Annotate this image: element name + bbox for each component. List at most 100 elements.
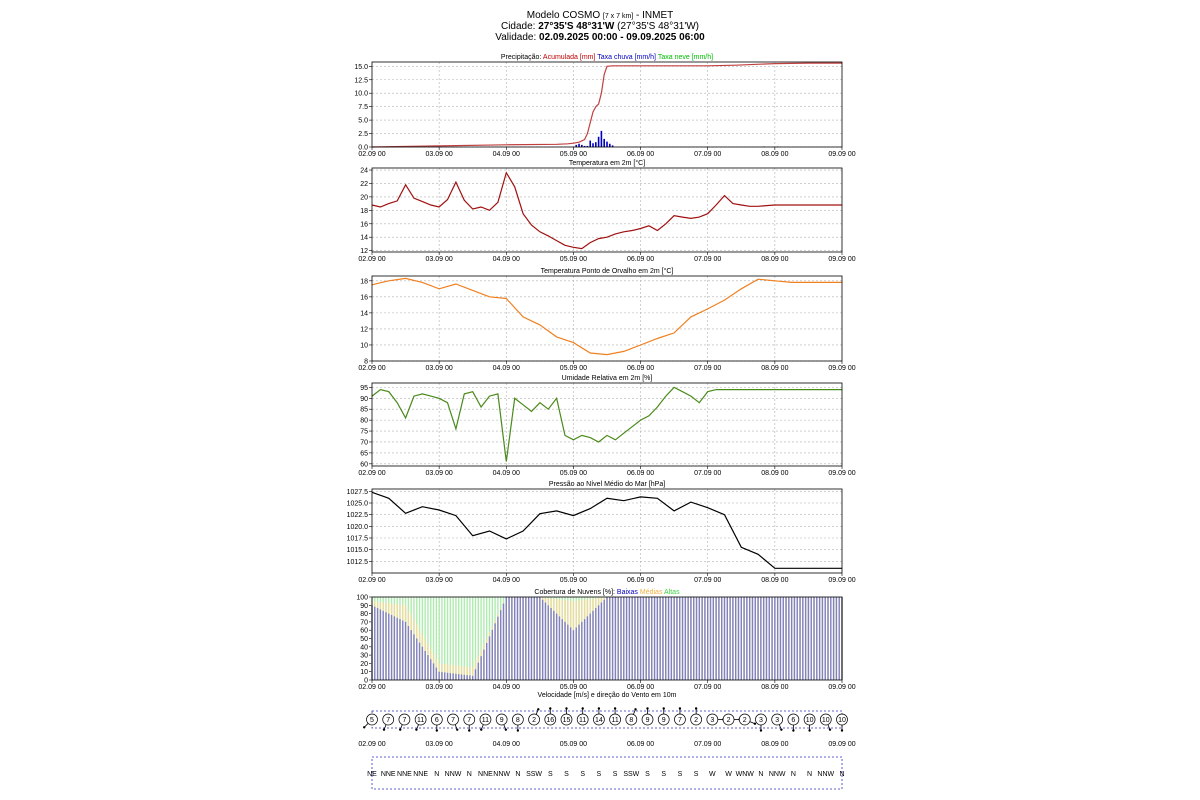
cloud-bar-baixas	[460, 674, 463, 680]
x-tick-label: 05.09 00	[560, 151, 587, 158]
cloud-bar-baixas	[541, 599, 544, 680]
cloud-bar-baixas	[804, 597, 807, 680]
cloud-bar-baixas	[385, 612, 387, 680]
cloud-bar-baixas	[416, 638, 418, 680]
wind-direction-label: NNE	[478, 771, 493, 778]
wind-direction-label: NNW	[769, 771, 786, 778]
y-tick-label: 12	[360, 248, 368, 255]
cloud-bar-baixas	[578, 624, 580, 680]
wind-speed-label: 6	[435, 717, 439, 724]
cloud-bar-altas	[435, 597, 438, 680]
cloud-bar-baixas	[639, 597, 642, 680]
pressure-title: Pressão ao Nível Médio do Mar [hPa]	[549, 481, 665, 488]
wind-direction-label: S	[597, 771, 602, 778]
cloud-bar-baixas	[483, 649, 485, 680]
dew-frame	[371, 275, 843, 362]
cloud-bar-baixas	[810, 597, 812, 680]
wind-speed-circle	[755, 713, 767, 726]
cloud-bar-altas	[466, 597, 468, 680]
cloud-bar-baixas	[628, 597, 631, 680]
wind-speed-label: 15	[563, 717, 571, 724]
cloud-bar-baixas	[751, 597, 754, 680]
wind-direction-label: S	[613, 771, 618, 778]
wind-direction-box	[371, 756, 843, 790]
cloud-bar-baixas	[656, 597, 659, 680]
wind-direction-tip	[565, 707, 568, 710]
temp-panel: Temperatura em 2m [°C] 12 14 16 18 20 22 24 02.0…	[358, 159, 855, 263]
wind-x-tick-label: 04.09 00	[493, 741, 520, 748]
wind-x-tick-label: 06.09 00	[627, 741, 654, 748]
rh-series-line	[371, 386, 842, 462]
cloud-bar-baixas	[472, 675, 474, 680]
pressure-frame	[371, 488, 843, 574]
wind-speed-label: 10	[806, 717, 814, 724]
x-tick-label: 02.09 00	[358, 365, 385, 372]
wind-direction-label: S	[694, 771, 699, 778]
cloud-bar-baixas	[665, 597, 667, 680]
x-tick-label: 07.09 00	[694, 365, 721, 372]
clouds-frame	[371, 596, 843, 681]
cloud-bar-baixas	[734, 597, 737, 680]
wind-speed-label: 9	[662, 717, 666, 724]
cloud-bar-baixas	[693, 597, 695, 680]
wind-speed-circle	[690, 713, 702, 726]
clouds-title-part: Cobertura de Nuvens [%]:	[534, 589, 615, 596]
cloud-bar-baixas	[452, 673, 454, 680]
cloud-bar-baixas	[642, 597, 645, 680]
x-tick-label: 06.09 00	[627, 256, 654, 263]
cloud-bar-médias	[458, 665, 460, 680]
cloud-bar-altas	[477, 597, 480, 680]
cloud-bar-baixas	[623, 597, 625, 680]
y-tick-label: 1020.0	[347, 524, 369, 531]
rain-rate-bar	[595, 142, 597, 147]
cloud-bar-baixas	[670, 597, 673, 680]
x-tick-label: 09.09 00	[828, 365, 855, 372]
wind-direction-label: N	[791, 771, 796, 778]
cloud-bar-baixas	[547, 605, 549, 680]
wind-speed-label: 7	[451, 717, 455, 724]
cloud-bar-baixas	[832, 597, 835, 680]
x-tick-label: 09.09 00	[828, 577, 855, 584]
cloud-bar-baixas	[740, 597, 742, 680]
cloud-bar-baixas	[785, 597, 787, 680]
cloud-bar-baixas	[525, 597, 527, 680]
cloud-bar-baixas	[698, 597, 701, 680]
x-tick-label: 07.09 00	[694, 256, 721, 263]
wind-direction-tip	[504, 728, 508, 731]
cloud-bar-baixas	[676, 597, 678, 680]
cloud-bar-baixas	[813, 597, 815, 680]
rain-rate-bar	[606, 141, 608, 147]
wind-speed-label: 10	[838, 717, 846, 724]
cloud-bar-baixas	[667, 597, 670, 680]
cloud-bar-baixas	[609, 597, 611, 680]
cloud-bar-baixas	[499, 610, 502, 680]
y-tick-label: 30	[360, 653, 368, 660]
cloud-bar-médias	[466, 666, 468, 680]
y-tick-label: 1027.5	[347, 489, 369, 496]
wind-direction-tip	[792, 729, 795, 732]
clouds-title-part: Altas	[662, 589, 680, 596]
cloud-bar-baixas	[572, 630, 575, 680]
x-tick-label: 02.09 00	[358, 684, 385, 691]
cloud-bar-baixas	[474, 669, 477, 680]
cloud-bar-baixas	[480, 656, 482, 680]
cloud-bar-baixas	[427, 655, 429, 680]
wind-direction-tip	[613, 707, 617, 710]
cloud-bar-baixas	[407, 626, 410, 680]
y-tick-label: 16	[360, 221, 368, 228]
rain-rate-bar	[608, 143, 611, 147]
x-tick-label: 04.09 00	[493, 470, 520, 477]
cloud-bar-baixas	[477, 662, 480, 680]
y-tick-label: 22	[360, 181, 368, 188]
wind-speed-circle	[479, 713, 492, 726]
x-tick-label: 09.09 00	[828, 684, 855, 691]
cloud-bar-baixas	[374, 606, 376, 680]
cloud-bar-baixas	[430, 659, 432, 680]
clouds-title-part: Baixas	[615, 589, 638, 596]
cloud-bar-altas	[460, 597, 463, 680]
pressure-series-line	[371, 491, 842, 569]
cloud-bar-baixas	[662, 597, 664, 680]
cloud-bar-altas	[458, 597, 460, 680]
cloud-bar-baixas	[418, 642, 421, 680]
y-tick-label: 80	[360, 418, 368, 425]
